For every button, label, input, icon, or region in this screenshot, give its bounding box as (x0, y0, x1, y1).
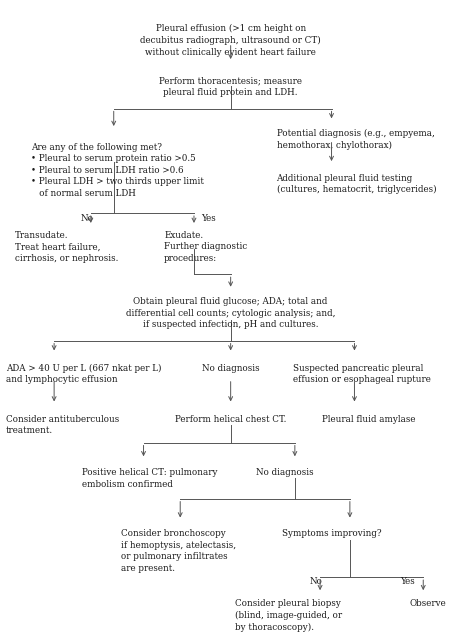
Text: Consider pleural biopsy
(blind, image-guided, or
by thoracoscopy).: Consider pleural biopsy (blind, image-gu… (235, 600, 342, 632)
Text: Are any of the following met?
• Pleural to serum protein ratio >0.5
• Pleural to: Are any of the following met? • Pleural … (31, 143, 204, 198)
Text: Potential diagnosis (e.g., empyema,
hemothorax, chylothorax): Potential diagnosis (e.g., empyema, hemo… (276, 129, 434, 150)
Text: Perform thoracentesis; measure
pleural fluid protein and LDH.: Perform thoracentesis; measure pleural f… (159, 76, 302, 97)
Text: Exudate.
Further diagnostic
procedures:: Exudate. Further diagnostic procedures: (164, 231, 247, 263)
Text: Positive helical CT: pulmonary
embolism confirmed: Positive helical CT: pulmonary embolism … (82, 468, 217, 489)
Text: No: No (80, 214, 93, 223)
Text: Consider antituberculous
treatment.: Consider antituberculous treatment. (6, 415, 119, 435)
Text: No diagnosis: No diagnosis (202, 363, 259, 372)
Text: Symptoms improving?: Symptoms improving? (282, 530, 382, 539)
Text: No diagnosis: No diagnosis (256, 468, 313, 477)
Text: Transudate.
Treat heart failure,
cirrhosis, or nephrosis.: Transudate. Treat heart failure, cirrhos… (15, 231, 118, 263)
Text: Obtain pleural fluid glucose; ADA; total and
differential cell counts; cytologic: Obtain pleural fluid glucose; ADA; total… (126, 297, 336, 329)
Text: Yes: Yes (401, 577, 415, 586)
Text: Observe: Observe (410, 600, 446, 609)
Text: No: No (310, 577, 322, 586)
Text: Pleural fluid amylase: Pleural fluid amylase (322, 415, 416, 424)
Text: Consider bronchoscopy
if hemoptysis, atelectasis,
or pulmonary infiltrates
are p: Consider bronchoscopy if hemoptysis, ate… (120, 530, 236, 573)
Text: ADA > 40 U per L (667 nkat per L)
and lymphocytic effusion: ADA > 40 U per L (667 nkat per L) and ly… (6, 363, 162, 384)
Text: Yes: Yes (201, 214, 216, 223)
Text: Suspected pancreatic pleural
effusion or esophageal rupture: Suspected pancreatic pleural effusion or… (292, 363, 430, 384)
Text: Perform helical chest CT.: Perform helical chest CT. (175, 415, 286, 424)
Text: Additional pleural fluid testing
(cultures, hematocrit, triglycerides): Additional pleural fluid testing (cultur… (276, 173, 436, 194)
Text: Pleural effusion (>1 cm height on
decubitus radiograph, ultrasound or CT)
withou: Pleural effusion (>1 cm height on decubi… (140, 24, 321, 56)
